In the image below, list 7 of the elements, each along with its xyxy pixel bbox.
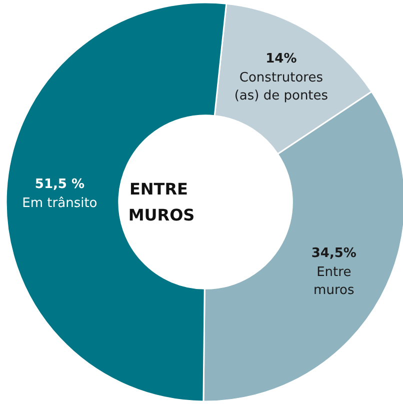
slice-label: Em trânsito: [22, 196, 98, 212]
data-label: 51,5 %: [34, 177, 85, 192]
text: ENTRE MUROS: [128, 180, 195, 224]
slice-label: Construtores (as) de pontes: [234, 70, 328, 104]
data-label: 34,5%: [311, 246, 356, 262]
slice-label: Entre muros: [314, 265, 354, 298]
data-label: 14%: [266, 52, 297, 67]
